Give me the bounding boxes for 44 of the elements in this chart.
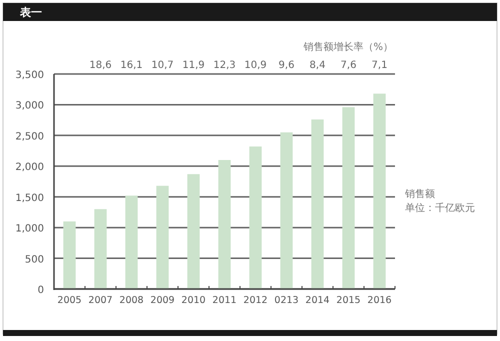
bar (63, 221, 76, 289)
bar (311, 119, 324, 289)
y-tick-label: 1,500 (15, 192, 44, 204)
text: 16,1 (120, 60, 143, 71)
x-tick-label: 2015 (336, 295, 361, 306)
bar (249, 146, 262, 289)
x-tick-label: 2005 (57, 295, 82, 306)
bar (187, 174, 200, 289)
y-tick-label: 2,000 (15, 162, 44, 174)
text: 8,4 (310, 60, 326, 71)
x-tick-label: 2010 (181, 295, 206, 306)
bar (280, 132, 293, 289)
x-tick-label: 2014 (305, 295, 330, 306)
y-tick-label: 1,000 (15, 224, 44, 235)
y-axis-title: 销售额 (404, 188, 435, 200)
x-tick-label: 2008 (119, 295, 144, 306)
bar (125, 196, 138, 289)
x-tick-label: 0213 (274, 295, 299, 306)
x-tick-label: 2016 (367, 295, 392, 306)
bar (342, 107, 355, 289)
text: 11,9 (182, 60, 205, 71)
text: 9,6 (278, 60, 294, 71)
chart-title: 表一 (19, 6, 42, 19)
text: 7,6 (340, 60, 356, 71)
x-tick-label: 2009 (150, 295, 175, 306)
bar (218, 160, 231, 289)
x-tick-label: 2007 (88, 295, 113, 306)
x-tick-label: 2012 (243, 295, 268, 306)
y-tick-label: 3,500 (15, 70, 44, 81)
x-tick-label: 2011 (212, 295, 237, 306)
y-tick-label: 2,500 (15, 131, 44, 142)
bar (156, 186, 169, 289)
bar (373, 94, 386, 289)
y-tick-label: 0 (38, 285, 44, 296)
bar (94, 209, 107, 289)
text: 10,7 (151, 60, 174, 71)
text: 7,1 (372, 60, 388, 71)
text: 单位：千亿欧元 (405, 202, 475, 214)
text: 10,9 (244, 60, 267, 71)
y-tick-label: 3,000 (15, 100, 44, 112)
y-tick-label: 500 (24, 254, 44, 266)
text: 12,3 (213, 60, 236, 71)
text: 18,6 (89, 60, 112, 71)
text: 销售额增长率（%） (302, 41, 393, 53)
